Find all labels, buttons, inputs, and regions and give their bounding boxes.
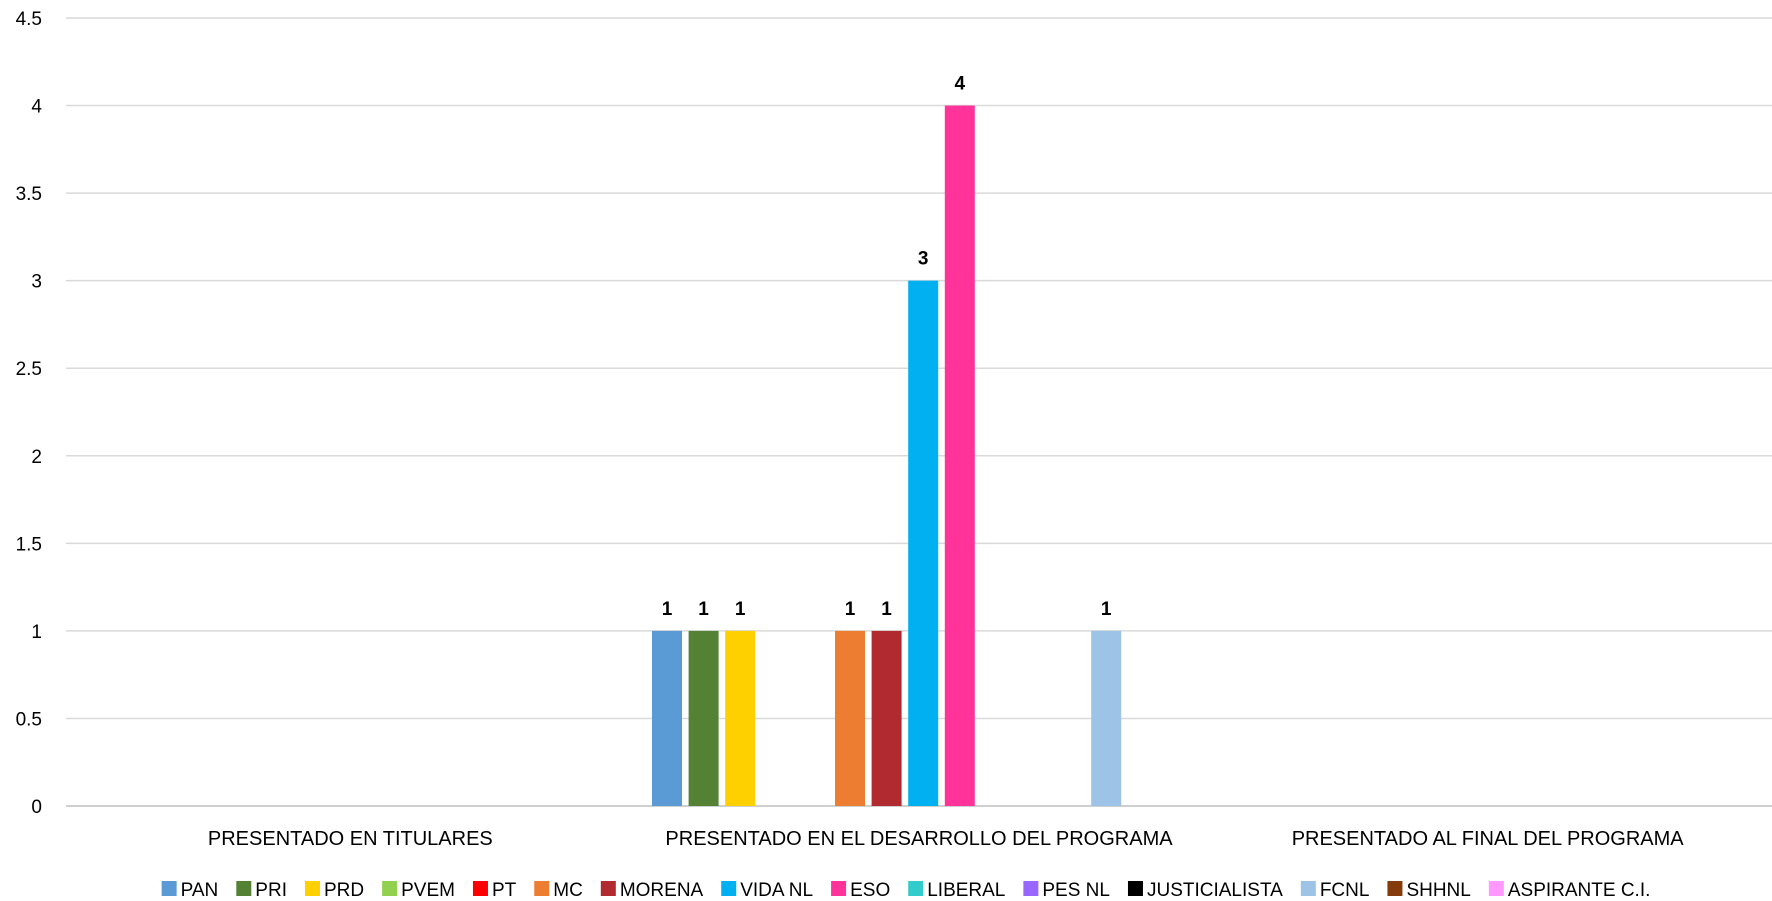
legend-label: ASPIRANTE C.I.: [1508, 880, 1651, 901]
bar-prd: [725, 630, 756, 806]
data-label: 1: [845, 599, 856, 620]
data-label: 4: [955, 74, 966, 95]
y-tick-label: 4.5: [16, 9, 42, 30]
legend-item: PT: [472, 880, 517, 901]
data-label: 1: [662, 599, 673, 620]
legend-item: PRI: [236, 880, 287, 901]
data-label: 1: [735, 599, 746, 620]
legend-item: ASPIRANTE C.I.: [1488, 880, 1651, 901]
legend-item: MORENA: [600, 880, 704, 901]
legend-label: SHHNL: [1406, 880, 1470, 901]
data-label: 1: [881, 599, 892, 620]
legend-item: PRD: [304, 880, 364, 901]
y-tick-label: 1.5: [16, 534, 42, 555]
bar-pri: [688, 630, 719, 806]
y-tick-label: 2.5: [16, 359, 42, 380]
legend-swatch: [1300, 881, 1316, 896]
legend-label: JUSTICIALISTA: [1147, 880, 1283, 901]
legend-item: JUSTICIALISTA: [1127, 880, 1283, 901]
bar-vida-nl: [908, 280, 939, 807]
legend-item: SHHNL: [1387, 880, 1471, 901]
legend-item: LIBERAL: [908, 880, 1005, 901]
legend-label: PRI: [255, 880, 287, 901]
legend-item: FCNL: [1300, 880, 1370, 901]
legend-item: MC: [534, 880, 583, 901]
y-tick-label: 3.5: [16, 184, 42, 205]
bar-fcnl: [1091, 630, 1122, 806]
y-axis-tick-labels: 0 0.5 1 1.5 2 2.5 3 3.5 4 4.5: [16, 9, 43, 818]
data-labels: 1 1 1 1 1 3 4 1: [662, 74, 1112, 620]
bar-eso: [944, 105, 975, 807]
legend-label: PRD: [324, 880, 364, 901]
legend-swatch: [1127, 881, 1143, 896]
legend-label: PT: [492, 880, 517, 901]
legend-swatch: [721, 881, 737, 896]
y-tick-label: 0: [31, 797, 42, 818]
legend-swatch: [236, 881, 252, 896]
y-tick-label: 2: [31, 447, 42, 468]
legend-swatch: [600, 881, 616, 896]
legend-swatch: [304, 881, 320, 896]
y-tick-label: 3: [31, 272, 42, 293]
legend-label: PAN: [181, 880, 219, 901]
legend-item: PVEM: [382, 880, 455, 901]
bar-morena: [871, 630, 902, 806]
legend-label: VIDA NL: [740, 880, 813, 901]
legend-swatch: [831, 881, 847, 896]
legend-swatch: [161, 881, 177, 896]
y-tick-label: 4: [31, 97, 42, 118]
legend-label: MC: [553, 880, 583, 901]
legend-item: VIDA NL: [721, 880, 813, 901]
legend-swatch: [382, 881, 398, 896]
legend-item: ESO: [831, 880, 890, 901]
legend-label: PES NL: [1042, 880, 1110, 901]
legend-swatch: [1387, 881, 1403, 896]
data-label: 1: [1101, 599, 1112, 620]
y-tick-label: 0.5: [16, 709, 42, 730]
legend-item: PES NL: [1023, 880, 1110, 901]
legend-label: PVEM: [401, 880, 455, 901]
legend-swatch: [534, 881, 550, 896]
data-label: 1: [698, 599, 709, 620]
legend-label: ESO: [850, 880, 890, 901]
x-category-label: PRESENTADO EN TITULARES: [208, 828, 493, 850]
y-tick-label: 1: [31, 622, 42, 643]
x-category-label: PRESENTADO AL FINAL DEL PROGRAMA: [1292, 828, 1685, 850]
bar-mc: [835, 630, 865, 806]
x-axis-category-labels: PRESENTADO EN TITULARES PRESENTADO EN EL …: [208, 828, 1684, 850]
legend-swatch: [1488, 881, 1504, 896]
x-category-label: PRESENTADO EN EL DESARROLLO DEL PROGRAMA: [665, 828, 1173, 850]
legend-swatch: [472, 881, 488, 896]
legend-label: FCNL: [1320, 880, 1370, 901]
legend-label: MORENA: [620, 880, 704, 901]
legend-label: LIBERAL: [927, 880, 1005, 901]
bars: [652, 105, 1122, 807]
bar-pan: [652, 630, 682, 806]
legend-swatch: [1023, 881, 1039, 896]
legend-swatch: [908, 881, 924, 896]
data-label: 3: [918, 249, 929, 270]
legend: PAN PRI PRD PVEM PT MC MORENA VIDA NL ESO LIBERAL…: [161, 880, 1651, 901]
legend-item: PAN: [161, 880, 219, 901]
